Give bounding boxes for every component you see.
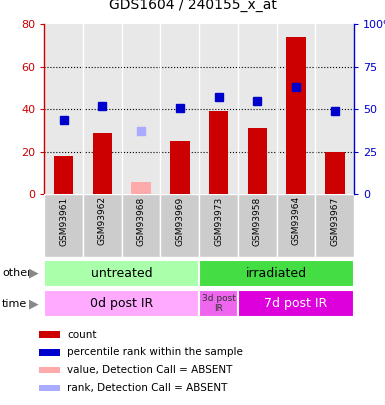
Text: 7d post IR: 7d post IR <box>264 297 328 310</box>
Bar <box>209 111 228 194</box>
Text: GSM93958: GSM93958 <box>253 196 262 245</box>
Bar <box>315 194 354 257</box>
Text: ▶: ▶ <box>29 297 38 310</box>
Text: rank, Detection Call = ABSENT: rank, Detection Call = ABSENT <box>67 383 228 393</box>
Text: GDS1604 / 240155_x_at: GDS1604 / 240155_x_at <box>109 0 276 12</box>
Bar <box>44 260 199 287</box>
Text: GSM93969: GSM93969 <box>175 196 184 245</box>
Bar <box>238 194 277 257</box>
Bar <box>38 349 60 356</box>
Text: GSM93973: GSM93973 <box>214 196 223 245</box>
Bar <box>238 290 354 318</box>
Bar <box>199 260 354 287</box>
Bar <box>38 331 60 338</box>
Text: value, Detection Call = ABSENT: value, Detection Call = ABSENT <box>67 365 233 375</box>
Bar <box>93 133 112 194</box>
Text: 0d post IR: 0d post IR <box>90 297 153 310</box>
Text: count: count <box>67 330 97 339</box>
Bar <box>170 141 189 194</box>
Text: ▶: ▶ <box>29 267 38 280</box>
Text: untreated: untreated <box>91 267 152 280</box>
Bar <box>277 194 315 257</box>
Bar <box>199 290 238 318</box>
Text: GSM93968: GSM93968 <box>137 196 146 245</box>
Text: 3d post
IR: 3d post IR <box>202 294 236 313</box>
Text: GSM93962: GSM93962 <box>98 196 107 245</box>
Bar <box>325 152 345 194</box>
Bar <box>54 156 73 194</box>
Bar <box>83 194 122 257</box>
Bar <box>286 37 306 194</box>
Text: other: other <box>2 269 32 278</box>
Bar <box>131 181 151 194</box>
Text: percentile rank within the sample: percentile rank within the sample <box>67 347 243 357</box>
Bar <box>38 385 60 391</box>
Text: GSM93967: GSM93967 <box>330 196 339 245</box>
Bar <box>161 194 199 257</box>
Bar <box>248 128 267 194</box>
Text: GSM93961: GSM93961 <box>59 196 68 245</box>
Bar <box>44 290 199 318</box>
Bar <box>199 194 238 257</box>
Bar <box>44 194 83 257</box>
Bar <box>122 194 161 257</box>
Text: GSM93964: GSM93964 <box>291 196 301 245</box>
Text: irradiated: irradiated <box>246 267 307 280</box>
Text: time: time <box>2 299 27 309</box>
Bar <box>38 367 60 373</box>
